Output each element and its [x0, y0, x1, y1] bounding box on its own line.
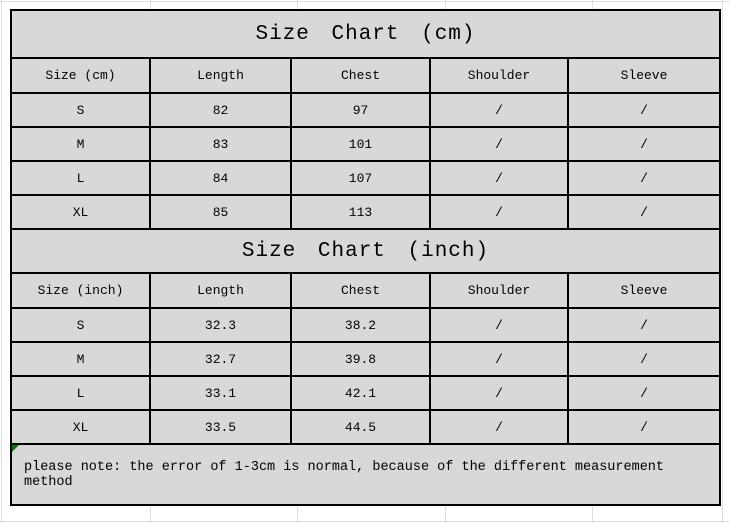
table-title-cm: Size Chart (cm)	[10, 9, 721, 59]
table-cell: 38.2	[290, 307, 431, 343]
column-header: Sleeve	[567, 272, 721, 309]
table-cell: 39.8	[290, 341, 431, 377]
table-cell: /	[429, 194, 569, 230]
column-header: Length	[149, 57, 292, 94]
table-cell: 107	[290, 160, 431, 196]
table-cell: XL	[10, 194, 151, 230]
table-cell: /	[429, 160, 569, 196]
table-cell: /	[429, 409, 569, 445]
table-cell: 33.1	[149, 375, 292, 411]
table-cell: 82	[149, 92, 292, 128]
column-header: Size (inch)	[10, 272, 151, 309]
table-cell: /	[429, 126, 569, 162]
table-row: XL 33.5 44.5 / /	[10, 409, 721, 445]
table-cell: M	[10, 341, 151, 377]
table-cell: /	[567, 307, 721, 343]
table-row: XL 85 113 / /	[10, 194, 721, 230]
table-row: M 83 101 / /	[10, 126, 721, 162]
table-cell: 113	[290, 194, 431, 230]
table-cell: S	[10, 307, 151, 343]
table-cell: 32.7	[149, 341, 292, 377]
table-cell: 83	[149, 126, 292, 162]
table-cell: M	[10, 126, 151, 162]
table-cell: /	[429, 92, 569, 128]
table-row: L 84 107 / /	[10, 160, 721, 196]
table-cell: /	[429, 375, 569, 411]
table-cell: XL	[10, 409, 151, 445]
table-cell: 42.1	[290, 375, 431, 411]
column-header: Shoulder	[429, 57, 569, 94]
table-cell: 84	[149, 160, 292, 196]
column-header: Chest	[290, 57, 431, 94]
margin-gridline	[722, 0, 723, 523]
table-row: S 32.3 38.2 / /	[10, 307, 721, 343]
table-row: M 32.7 39.8 / /	[10, 341, 721, 377]
table-cell: 44.5	[290, 409, 431, 445]
table-cell: L	[10, 375, 151, 411]
table-cell: 101	[290, 126, 431, 162]
table-cell: 85	[149, 194, 292, 230]
column-header: Size (cm)	[10, 57, 151, 94]
table-cell: /	[429, 341, 569, 377]
table-cell: 32.3	[149, 307, 292, 343]
table-row: S 82 97 / /	[10, 92, 721, 128]
note-text: please note: the error of 1-3cm is norma…	[24, 459, 665, 490]
table-row: L 33.1 42.1 / /	[10, 375, 721, 411]
table-cell: /	[567, 409, 721, 445]
table-cell: S	[10, 92, 151, 128]
table-cell: /	[567, 341, 721, 377]
margin-gridline	[1, 0, 2, 523]
table-cell: /	[429, 307, 569, 343]
table-cell: /	[567, 194, 721, 230]
table-cell: /	[567, 92, 721, 128]
column-header: Length	[149, 272, 292, 309]
note-cell: please note: the error of 1-3cm is norma…	[10, 443, 721, 506]
table-cell: /	[567, 160, 721, 196]
table-cell: /	[567, 126, 721, 162]
table-title-inch: Size Chart (inch)	[10, 228, 721, 274]
table-cell: L	[10, 160, 151, 196]
table-cell: /	[567, 375, 721, 411]
table-cell: 97	[290, 92, 431, 128]
margin-gridline	[0, 521, 729, 522]
table-cell: 33.5	[149, 409, 292, 445]
cell-note-marker-icon	[13, 446, 19, 452]
column-header: Sleeve	[567, 57, 721, 94]
margin-gridline	[0, 1, 729, 2]
column-header: Chest	[290, 272, 431, 309]
column-header: Shoulder	[429, 272, 569, 309]
size-chart-table: Size Chart (cm) Size (cm) Length Chest S…	[10, 9, 721, 506]
